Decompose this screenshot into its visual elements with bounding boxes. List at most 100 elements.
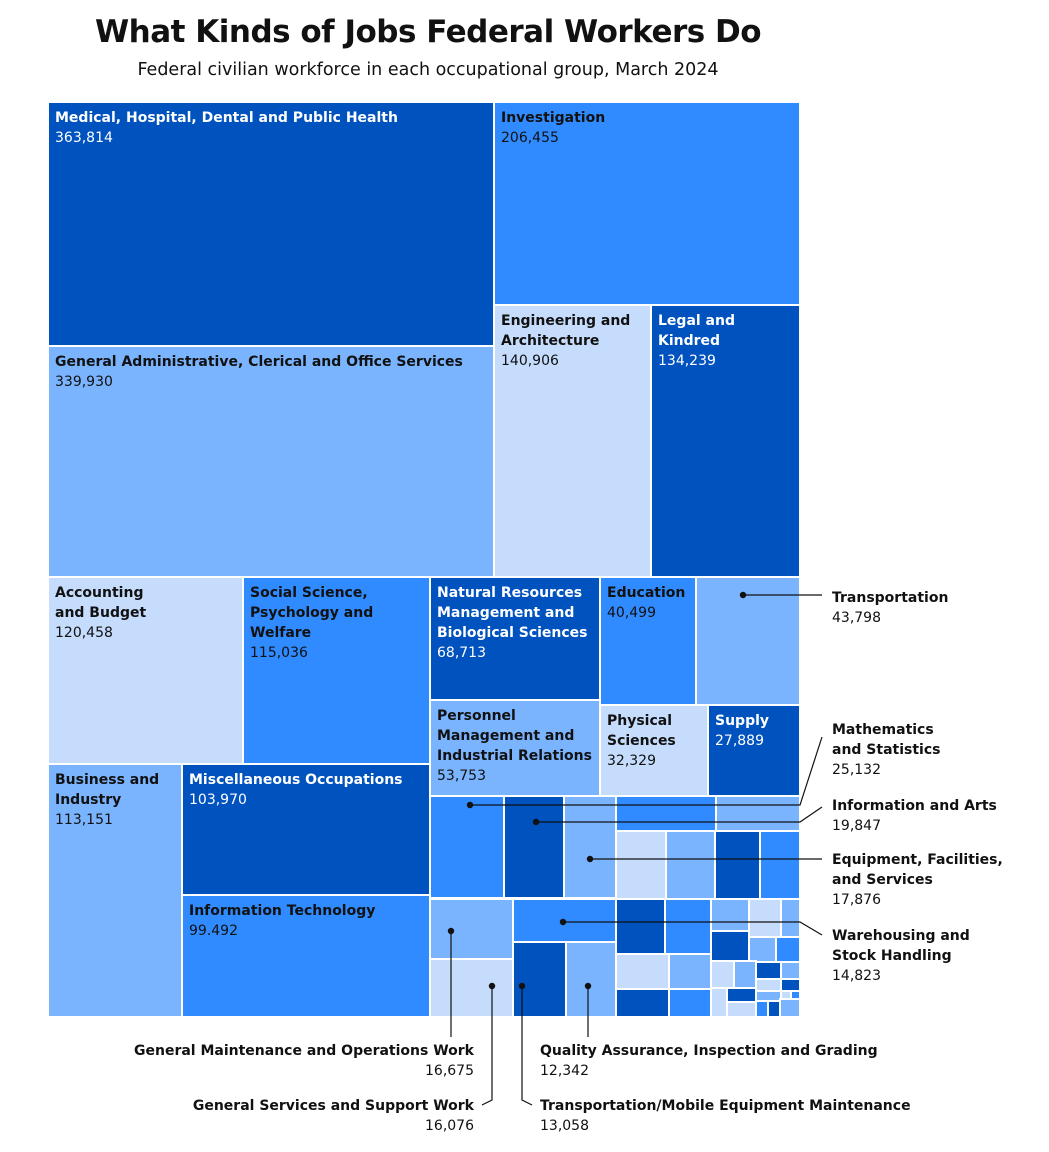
treemap-tile-miscellaneous-occupations: Miscellaneous Occupations 103,970 (181, 763, 431, 896)
minor-tile (615, 830, 667, 900)
leader-dot (518, 982, 526, 990)
callout-mathematics-and-statistics: Mathematics and Statistics 25,132 (466, 722, 940, 809)
tile-value: 120,458 (55, 625, 113, 641)
callout-value: 25,132 (832, 762, 881, 778)
callout-equipment-facilities-and-services: Equipment, Facilities, and Services 17,876 (586, 852, 1003, 908)
minor-tile (790, 990, 801, 1000)
treemap-tile-physical-sciences: Physical Sciences 32,329 (599, 704, 709, 797)
tile-rect (599, 704, 709, 797)
callout-value: 19,847 (832, 818, 881, 834)
treemap-tile-education: Education 40,499 (599, 576, 697, 706)
tile-value: 339,930 (55, 374, 113, 390)
callout-label: Stock Handling (832, 948, 952, 964)
callout-label: Transportation (832, 590, 948, 606)
tile-label: General Administrative, Clerical and Off… (55, 354, 463, 370)
minor-tile (715, 795, 801, 832)
callout-value: 43,798 (832, 610, 881, 626)
tile-rect (707, 704, 801, 797)
minor-tile (615, 795, 717, 832)
minor-tile (780, 978, 801, 992)
minor-tile (665, 830, 716, 900)
callout-value: 17,876 (832, 892, 881, 908)
callout-value: 13,058 (540, 1118, 589, 1134)
leader-line (563, 921, 823, 936)
leader-line (536, 806, 823, 823)
minor-tile (748, 936, 777, 963)
tile-label: Welfare (250, 625, 311, 641)
leader-dot (466, 801, 474, 809)
callout-label: Information and Arts (832, 798, 997, 814)
tile-value: 99.492 (189, 923, 238, 939)
tile-rect (493, 101, 801, 306)
leader-line (470, 736, 823, 806)
tile-label: Industry (55, 792, 121, 808)
callout-warehousing-and-stock-handling: Warehousing and Stock Handling 14,823 (559, 918, 970, 984)
minor-tile (733, 960, 757, 989)
tile-rect (47, 345, 495, 578)
treemap-tile-business-and-industry: Business and Industry 113,151 (47, 763, 183, 1018)
treemap-tile-accounting-and-budget: Accounting and Budget 120,458 (47, 576, 244, 765)
tile-rect (429, 699, 601, 797)
leader-line (481, 986, 493, 1106)
leader-dot (586, 855, 594, 863)
tile-value: 68,713 (437, 645, 486, 661)
callout-value: 16,076 (425, 1118, 474, 1134)
treemap-tile-information-and-arts (503, 795, 565, 899)
callout-value: 12,342 (540, 1063, 589, 1079)
minor-tile (615, 988, 670, 1018)
tile-label: Natural Resources (437, 585, 582, 601)
treemap-tile-mathematics-and-statistics (429, 795, 505, 899)
treemap-tile-supply: Supply 27,889 (707, 704, 801, 797)
minor-tile (759, 830, 801, 900)
tile-label: Information Technology (189, 903, 375, 919)
minor-tile (710, 987, 728, 1018)
tile-value: 103,970 (189, 792, 247, 808)
tile-rect (695, 576, 801, 706)
callout-information-and-arts: Information and Arts 19,847 (532, 798, 997, 834)
minor-tile (780, 961, 801, 980)
tile-label: Architecture (501, 333, 599, 349)
tile-label: Business and (55, 772, 159, 788)
callout-general-maintenance-and-operations-work: General Maintenance and Operations Work 1… (134, 927, 475, 1079)
callout-general-services-and-support-work: General Services and Support Work 16,076 (193, 982, 496, 1134)
callout-label: and Statistics (832, 742, 940, 758)
callout-label: General Maintenance and Operations Work (134, 1043, 475, 1059)
minor-tile (615, 953, 670, 990)
tile-label: Medical, Hospital, Dental and Public Hea… (55, 110, 398, 126)
minor-tile (710, 960, 735, 989)
minor-tile (726, 987, 757, 1003)
treemap-tile-engineering-and-architecture: Engineering and Architecture 140,906 (493, 304, 652, 578)
treemap-tile-information-technology: Information Technology 99.492 (181, 894, 431, 1018)
tile-rect (599, 576, 697, 706)
tile-label: Engineering and (501, 313, 630, 329)
callout-transportation-mobile-equipment-maintenance: Transportation/Mobile Equipment Maintena… (518, 982, 911, 1134)
callout-label: Transportation/Mobile Equipment Maintena… (540, 1098, 911, 1114)
tile-label: Management and (437, 605, 574, 621)
small-groups-mosaic (615, 795, 801, 1018)
minor-tile (779, 998, 801, 1018)
minor-tile (664, 898, 712, 955)
tile-value: 134,239 (658, 353, 716, 369)
treemap-tile-quality-assurance-inspection-and-grading (565, 941, 617, 1018)
treemap-tile-investigation: Investigation 206,455 (493, 101, 801, 306)
treemap-tile-general-services-and-support-work (429, 958, 514, 1018)
callout-label: and Services (832, 872, 933, 888)
tile-label: Biological Sciences (437, 625, 588, 641)
callout-value: 16,675 (425, 1063, 474, 1079)
chart-subtitle: Federal civilian workforce in each occup… (137, 60, 719, 80)
tile-value: 363,814 (55, 130, 113, 146)
leader-line (521, 986, 533, 1106)
minor-tile (755, 1000, 769, 1018)
tile-label: Management and (437, 728, 574, 744)
minor-tile (755, 978, 782, 992)
callout-value: 14,823 (832, 968, 881, 984)
treemap-tile-transportation-mobile-equipment-maintenance (512, 941, 567, 1018)
tile-value: 53,753 (437, 768, 486, 784)
minor-tile (755, 990, 782, 1002)
leader-dot (739, 591, 747, 599)
minor-tile (668, 953, 712, 990)
minor-tile (710, 898, 750, 932)
treemap-tile-general-administrative-clerical-and-office-services: General Administrative, Clerical and Off… (47, 345, 495, 578)
tile-label: and Budget (55, 605, 146, 621)
